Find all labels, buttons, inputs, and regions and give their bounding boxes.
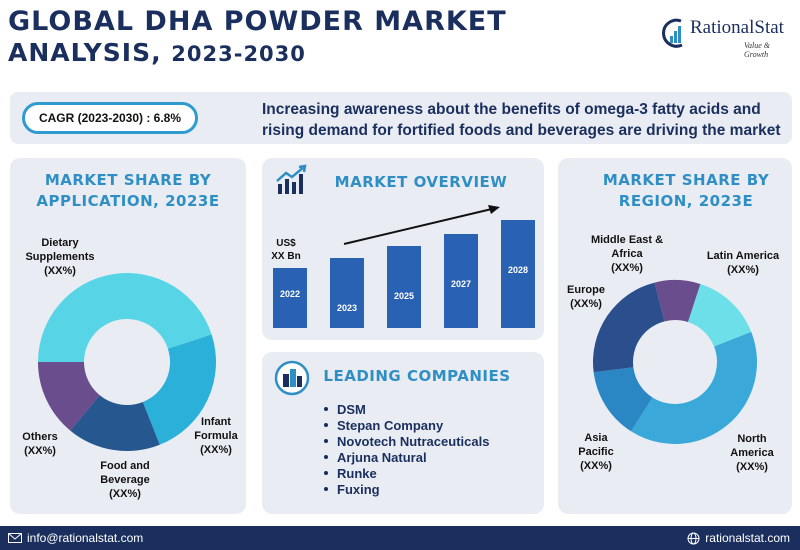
application-slice-0 xyxy=(38,273,212,362)
mail-icon xyxy=(8,533,22,543)
company-item: Stepan Company xyxy=(324,418,489,434)
company-name: Arjuna Natural xyxy=(337,450,427,465)
region-slice-0 xyxy=(687,284,752,347)
footer-email[interactable]: info@rationalstat.com xyxy=(8,531,143,545)
title-line-2-prefix: ANALYSIS, xyxy=(8,37,172,67)
logo-mark-icon xyxy=(662,18,683,48)
title-line-1: GLOBAL DHA POWDER MARKET xyxy=(8,6,507,37)
bullet-icon xyxy=(324,486,328,491)
title-years: 2023-2030 xyxy=(171,41,306,66)
company-name: Stepan Company xyxy=(337,418,444,433)
company-item: DSM xyxy=(324,402,489,418)
company-name: Fuxing xyxy=(337,482,380,497)
rationalstat-logo: RationalStat Value & Growth xyxy=(660,14,796,59)
page-title: GLOBAL DHA POWDER MARKET ANALYSIS, 2023-… xyxy=(8,6,507,67)
slice-label-europe: Europe (XX%) xyxy=(567,284,605,310)
bullet-icon xyxy=(324,438,328,443)
company-item: Novotech Nutraceuticals xyxy=(324,434,489,450)
trend-arrow-line xyxy=(343,207,497,245)
slice-label-others: Others (XX%) xyxy=(22,431,58,457)
bar-label-2023: 2023 xyxy=(337,303,357,313)
company-name: Novotech Nutraceuticals xyxy=(337,434,490,449)
bar-2028 xyxy=(501,220,535,328)
buildings-icon xyxy=(274,360,310,396)
overview-chart-title: MARKET OVERVIEW xyxy=(334,173,508,191)
slice-label-food-beverage: Food and Beverage (XX%) xyxy=(100,460,150,500)
trend-arrow-head xyxy=(488,205,500,214)
region-slice-4 xyxy=(654,280,701,323)
bullet-icon xyxy=(324,422,328,427)
overview-value-label: US$ XX Bn xyxy=(271,238,301,262)
growth-chart-icon xyxy=(276,164,307,194)
slice-label-middle-east-africa: Middle East & Africa (XX%) xyxy=(590,234,664,274)
bar-label-2022: 2022 xyxy=(280,289,300,299)
slice-label-asia-pacific: Asia Pacific (XX%) xyxy=(578,432,614,472)
region-chart-title: MARKET SHARE BY REGION, 2023E xyxy=(602,171,770,210)
bar-2025 xyxy=(387,246,421,328)
company-name: DSM xyxy=(337,402,366,417)
market-overview-bar-chart: 2022 2023 2025 2027 2028 xyxy=(273,205,535,328)
cagr-badge: CAGR (2023-2030) : 6.8% xyxy=(22,102,198,134)
bullet-icon xyxy=(324,406,328,411)
bullet-icon xyxy=(324,470,328,475)
region-slice-1 xyxy=(631,331,757,444)
slice-label-latin-america: Latin America (XX%) xyxy=(706,250,780,276)
footer-bar: info@rationalstat.com rationalstat.com xyxy=(0,526,800,550)
company-item: Runke xyxy=(324,466,489,482)
leading-companies-list: DSM Stepan Company Novotech Nutraceuticals… xyxy=(324,402,489,498)
market-driver-text: Increasing awareness about the benefits … xyxy=(262,101,781,139)
region-slice-3 xyxy=(593,282,665,373)
application-slice-2 xyxy=(70,395,160,451)
bar-2027 xyxy=(444,234,478,328)
companies-title: LEADING COMPANIES xyxy=(323,367,511,385)
footer-email-text: info@rationalstat.com xyxy=(27,531,144,545)
footer-website[interactable]: rationalstat.com xyxy=(687,531,790,545)
footer-website-text: rationalstat.com xyxy=(705,531,790,545)
logo-brand: RationalStat xyxy=(690,17,784,38)
title-line-2: ANALYSIS, 2023-2030 xyxy=(8,38,507,68)
globe-icon xyxy=(687,532,700,544)
logo-tagline: Value & Growth xyxy=(744,41,770,59)
application-chart-title: MARKET SHARE BY APPLICATION, 2023E xyxy=(36,171,220,210)
company-item: Arjuna Natural xyxy=(324,450,489,466)
region-slice-2 xyxy=(593,367,653,432)
bar-label-2027: 2027 xyxy=(451,279,471,289)
application-donut-chart xyxy=(38,273,216,451)
bar-2023 xyxy=(330,258,364,328)
application-slice-3 xyxy=(38,362,100,431)
region-donut-chart xyxy=(593,280,757,444)
slice-label-dietary-supplements: Dietary Supplements (XX%) xyxy=(25,237,95,277)
bar-2022 xyxy=(273,268,307,328)
bullet-icon xyxy=(324,454,328,459)
bar-label-2028: 2028 xyxy=(508,265,528,275)
application-slice-1 xyxy=(142,334,216,445)
company-item: Fuxing xyxy=(324,482,489,498)
slice-label-north-america: North America (XX%) xyxy=(730,433,774,473)
bar-label-2025: 2025 xyxy=(394,291,414,301)
slice-label-infant-formula: Infant Formula (XX%) xyxy=(194,416,238,456)
company-name: Runke xyxy=(337,466,377,481)
region-panel xyxy=(558,158,792,514)
